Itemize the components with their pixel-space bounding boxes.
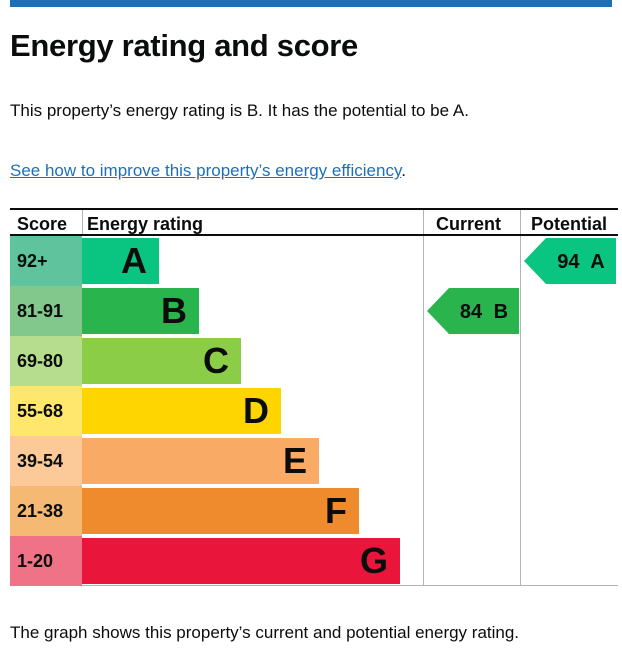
band-row-E: 39-54 E bbox=[10, 436, 618, 487]
column-divider-current bbox=[423, 236, 424, 586]
header-current: Current bbox=[423, 210, 520, 235]
score-range-D: 55-68 bbox=[10, 386, 82, 437]
page-title: Energy rating and score bbox=[10, 28, 358, 63]
column-divider-potential bbox=[520, 236, 521, 586]
band-letter-C: C bbox=[203, 340, 229, 382]
header-energy-rating: Energy rating bbox=[82, 210, 423, 235]
score-range-E: 39-54 bbox=[10, 436, 82, 487]
band-letter-B: B bbox=[161, 290, 187, 332]
improvement-link-line: See how to improve this property’s energ… bbox=[10, 160, 612, 182]
score-range-B: 81-91 bbox=[10, 286, 82, 337]
header-score: Score bbox=[17, 214, 68, 235]
band-bar-F: F bbox=[82, 488, 359, 535]
current-rating-marker: 84 B bbox=[427, 288, 519, 335]
band-row-D: 55-68 D bbox=[10, 386, 618, 437]
score-range-F: 21-38 bbox=[10, 486, 82, 537]
top-accent-bar bbox=[10, 0, 612, 7]
link-suffix-period: . bbox=[401, 161, 406, 181]
band-row-F: 21-38 F bbox=[10, 486, 618, 537]
current-rating-label: 84 B bbox=[460, 301, 508, 323]
band-bar-B: B bbox=[82, 288, 199, 335]
rating-summary-text: This property’s energy rating is B. It h… bbox=[10, 101, 469, 121]
table-header-row: Score Energy rating Current Potential bbox=[10, 208, 618, 237]
band-letter-A: A bbox=[121, 240, 147, 282]
score-range-G: 1-20 bbox=[10, 536, 82, 587]
energy-rating-table: Score Energy rating Current Potential 84… bbox=[10, 208, 618, 587]
potential-rating-marker: 94 A bbox=[524, 238, 616, 285]
score-range-C: 69-80 bbox=[10, 336, 82, 387]
band-bar-G: G bbox=[82, 538, 400, 585]
score-range-A: 92+ bbox=[10, 236, 82, 287]
band-letter-E: E bbox=[282, 440, 307, 482]
band-bar-D: D bbox=[82, 388, 281, 435]
header-potential: Potential bbox=[520, 210, 618, 235]
band-row-B: 81-91 B bbox=[10, 286, 618, 337]
potential-arrow-shape bbox=[524, 238, 616, 285]
band-row-A: 92+ A bbox=[10, 236, 618, 287]
energy-band-chart: 84 B 94 A 92+ A 81-91 B 69-80 C 55-68 D 39-54 E 21… bbox=[10, 236, 618, 587]
chart-caption: The graph shows this property’s current … bbox=[10, 623, 520, 643]
current-arrow-shape bbox=[427, 288, 519, 335]
improve-efficiency-link[interactable]: See how to improve this property’s energ… bbox=[10, 161, 402, 181]
band-row-G: 1-20 G bbox=[10, 536, 618, 587]
band-row-C: 69-80 C bbox=[10, 336, 618, 387]
band-letter-F: F bbox=[325, 490, 347, 532]
band-letter-G: G bbox=[359, 540, 388, 582]
band-bar-E: E bbox=[82, 438, 319, 485]
band-bar-C: C bbox=[82, 338, 241, 385]
band-letter-D: D bbox=[243, 390, 269, 432]
potential-rating-label: 94 A bbox=[557, 251, 605, 273]
band-bar-A: A bbox=[82, 238, 159, 285]
